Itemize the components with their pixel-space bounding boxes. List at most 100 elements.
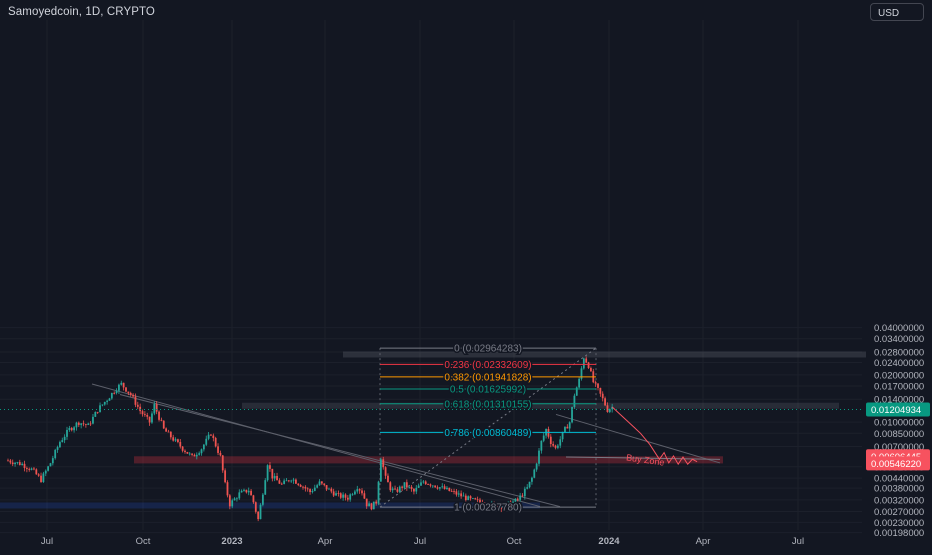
candle-body [16,462,19,463]
candle-body [73,427,75,431]
candle-body [365,498,368,507]
candle-body [236,498,238,500]
candle-body [424,481,427,485]
candle-body [608,409,611,412]
candle-body [580,368,583,379]
candle-body [110,392,113,399]
candle-body [54,449,57,459]
x-tick-label: 2023 [221,536,242,547]
candle-body [611,406,614,410]
candle-body [526,487,529,489]
candle-body [87,423,90,425]
candle-body [202,444,205,450]
trend-line [565,456,721,460]
price-text-buy_zone_lower: 0.00546220 [871,459,921,470]
candle-body [101,404,104,406]
candle-body [531,477,533,482]
candle-body [66,429,68,437]
candle-body [594,382,597,384]
candle-body [457,493,460,495]
candle-body [302,486,304,488]
candle-body [295,479,297,484]
candle-body [35,469,38,475]
candle-body [323,483,326,486]
candle-body [408,486,411,488]
current-price-tag [866,402,930,417]
candle-body [40,475,42,483]
candle-body [542,435,545,441]
symbol-title: Samoyedcoin, 1D, CRYPTO [8,6,155,18]
candle-body [47,466,50,471]
candle-body [231,500,234,507]
candle-body [165,428,168,432]
candle-body [77,422,80,425]
candle-body [210,434,212,436]
candle-body [306,488,309,490]
candle-body [68,428,71,430]
candle-body [490,502,493,507]
currency-button[interactable]: USD [870,3,924,21]
candle-body [571,406,573,423]
candle-body [318,481,321,486]
fib-label-0.382: 0.382 (0.01941828) [444,372,531,383]
x-tick-label: Jul [41,536,53,547]
candle-body [153,403,156,414]
candle-body [538,450,540,464]
candle-body [330,488,333,492]
candle-body [519,495,522,500]
candle-body [443,486,446,490]
candle-body [356,489,359,492]
candle-body [238,492,241,499]
candle-body [172,437,175,441]
candle-body [434,485,437,488]
candle-body [207,434,210,439]
candle-body [384,467,387,476]
candle-body [342,494,345,498]
candle-body [132,394,134,397]
candle-body [320,481,323,484]
y-tick-label: 0.00270000 [874,507,924,518]
candle-body [479,499,481,503]
candle-body [18,462,21,466]
candle-body [575,387,578,396]
y-tick-label: 0.01700000 [874,381,924,392]
candle-body [247,490,250,493]
candle-body [389,482,392,491]
candle-body [448,487,451,492]
candle-body [278,480,281,484]
candle-body [394,488,396,490]
candle-body [354,491,356,495]
candle-body [285,480,288,482]
candle-body [162,420,165,429]
candle-body [377,481,380,504]
candle-body [337,493,340,495]
candle-body [601,393,604,399]
candle-body [398,486,401,492]
candle-body [309,489,311,493]
candle-body [325,485,328,490]
candle-body [528,481,531,488]
candle-body [193,454,196,457]
candle-body [143,414,146,415]
candle-body [462,495,465,497]
candle-body [155,403,158,412]
candle-body [405,482,408,488]
candle-body [169,431,172,438]
candle-body [396,489,399,492]
candle-body [217,446,219,453]
candle-body [61,440,64,443]
candle-body [587,362,590,369]
candle-body [11,462,14,465]
candle-body [151,413,153,423]
x-tick-label: Apr [318,536,333,547]
candle-body [582,358,585,369]
candle-body [438,487,441,489]
candle-body [92,416,94,424]
candle-body [566,426,569,429]
candle-body [33,468,35,470]
candle-body [549,436,552,445]
x-tick-label: Jul [792,536,804,547]
candle-body [372,501,375,510]
